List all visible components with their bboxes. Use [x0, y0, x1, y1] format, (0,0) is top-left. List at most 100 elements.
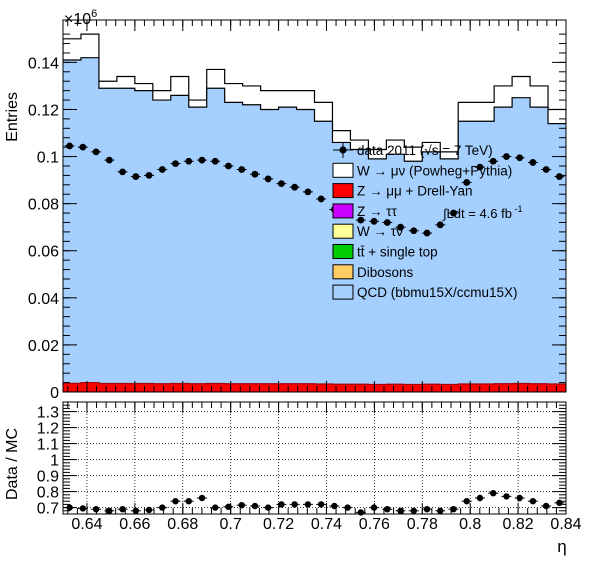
data-point — [501, 153, 512, 160]
main-axes: 0 0.02 0.04 0.06 0.08 0.1 0.12 0.14 — [28, 20, 567, 402]
y-tick-label: 0.08 — [28, 197, 59, 214]
ratio-point — [223, 503, 234, 510]
x-tick-label: 0.74 — [311, 516, 342, 533]
data-point — [130, 173, 141, 180]
ratio-point — [316, 501, 327, 508]
data-point — [236, 166, 247, 173]
legend-item: Dibosons — [332, 264, 414, 280]
y-tick-label: 0.02 — [28, 338, 59, 355]
y-tick-label: 0.14 — [28, 55, 59, 72]
data-point — [276, 180, 287, 188]
data-point — [554, 173, 565, 180]
legend-item: tt̄ + single top — [332, 244, 438, 260]
data-points — [64, 142, 565, 237]
data-point — [302, 188, 313, 196]
legend-item: QCD (bbmu15X/ccmu15X) — [332, 284, 518, 300]
legend-item: W → μν (Powheg+Pythia) — [332, 162, 512, 178]
ratio-point — [144, 506, 155, 514]
data-point — [448, 209, 459, 217]
ratio-y-tick-label: 0.8 — [37, 485, 59, 502]
legend-swatch — [332, 162, 354, 178]
data-point — [541, 166, 552, 173]
legend-swatch — [332, 244, 354, 259]
ratio-point — [395, 507, 406, 514]
ratio-point — [77, 505, 88, 512]
ratio-y-tick-label: 1 — [50, 453, 59, 470]
ratio-y-tick-label: 0.7 — [37, 501, 59, 518]
ratio-y-tick-label: 0.9 — [37, 469, 59, 486]
legend-item: Z → ττ — [332, 203, 398, 219]
data-point — [104, 156, 115, 164]
ratio-point — [289, 501, 300, 508]
data-point — [210, 157, 221, 165]
legend-label: Z → μμ + Drell-Yan — [357, 184, 472, 199]
y-tick-label: 0.04 — [28, 291, 59, 308]
x-tick-label: 0.64 — [71, 516, 102, 533]
ratio-points — [64, 490, 565, 516]
data-point — [369, 217, 380, 225]
ratio-grid — [63, 402, 567, 514]
legend-item: W → τν — [332, 223, 403, 239]
data-point — [422, 229, 433, 237]
legend-label: Dibosons — [357, 265, 414, 280]
ratio-point — [329, 502, 340, 510]
data-point — [527, 159, 538, 166]
data-point — [249, 170, 260, 178]
legend-label: tt̄ + single top — [357, 245, 438, 260]
x-tick-label: 0.82 — [503, 516, 534, 533]
x-tick-label: 0.78 — [407, 516, 438, 533]
x-tick-label: 0.8 — [459, 516, 481, 533]
ratio-point — [408, 507, 419, 514]
stack-zmumu — [63, 381, 566, 392]
ratio-point — [157, 504, 168, 511]
data-point — [382, 219, 393, 226]
ratio-point — [196, 494, 207, 502]
ratio-point — [474, 494, 485, 502]
y-multiplier-exponent: 6 — [91, 8, 97, 20]
ratio-point — [541, 502, 552, 510]
data-point — [395, 223, 406, 231]
stack-qcd — [63, 57, 566, 392]
data-point — [355, 216, 366, 224]
data-point — [64, 142, 75, 150]
x-tick-label: 0.68 — [167, 516, 198, 533]
legend-swatch — [332, 223, 354, 239]
data-point — [91, 148, 102, 156]
ratio-y-tick-label: 1.3 — [37, 405, 59, 422]
ratio-panel-frame — [62, 401, 567, 515]
x-tick-label: 0.84 — [550, 516, 581, 533]
ratio-point — [210, 504, 221, 511]
x-axis-title: η — [557, 537, 566, 556]
luminosity-annotation: ∫Ldt = 4.6 fb -1 — [442, 204, 523, 221]
x-tick-label: 0.66 — [119, 516, 150, 533]
ratio-point — [236, 502, 247, 509]
data-point — [474, 163, 485, 171]
data-point — [117, 168, 128, 176]
data-point — [263, 175, 274, 183]
y-multiplier-base: ×10 — [64, 11, 91, 28]
ratio-point — [501, 493, 512, 500]
legend-label: data 2011 (√s = 7 TeV) — [357, 143, 493, 158]
legend-label: QCD (bbmu15X/ccmu15X) — [357, 285, 518, 300]
ratio-point — [514, 494, 525, 502]
data-point — [157, 166, 168, 173]
legend-label: Z → ττ — [357, 204, 398, 219]
data-point — [144, 171, 155, 179]
legend-swatch — [332, 183, 354, 199]
legend-item: Z → μμ + Drell-Yan — [332, 183, 472, 199]
data-point — [435, 221, 446, 229]
legend-swatch — [332, 203, 354, 219]
data-point — [289, 183, 300, 191]
y-tick-label: 0 — [50, 385, 59, 402]
data-point — [223, 162, 234, 170]
data-point — [183, 157, 194, 165]
ratio-point — [263, 504, 274, 511]
ratio-point — [448, 506, 459, 513]
data-point — [488, 157, 499, 165]
data-point — [316, 195, 327, 203]
main-panel: 0 0.02 0.04 0.06 0.08 0.1 0.12 0.14 Entries ×10… — [4, 8, 567, 402]
ratio-panel: 0.70.80.911.11.21.30.64 0.66 0.68 0.7 0.72 0.… — [4, 401, 582, 556]
stack-qcd-outline — [63, 57, 566, 162]
ratio-point — [130, 507, 141, 514]
ratio-point — [435, 507, 446, 514]
